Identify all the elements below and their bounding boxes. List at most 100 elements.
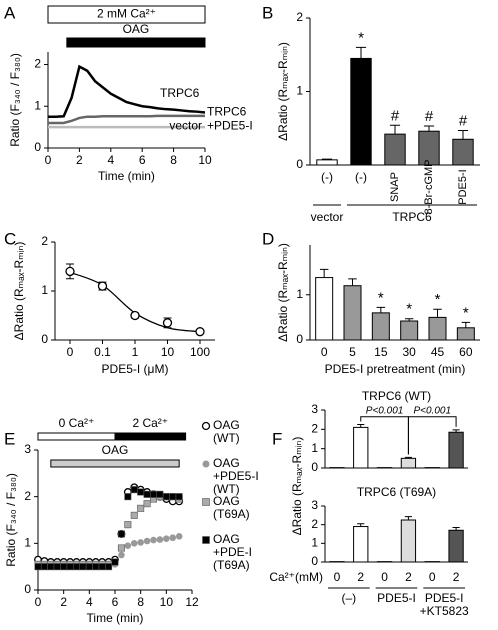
treatment-label: 2 Ca²⁺ bbox=[132, 416, 168, 430]
marker bbox=[137, 539, 144, 546]
legend-marker bbox=[202, 460, 210, 468]
legend-label: (WT) bbox=[213, 431, 240, 445]
y-tick-label: 1 bbox=[41, 283, 48, 297]
bar bbox=[448, 529, 464, 563]
y-tick-label: 2 bbox=[34, 57, 41, 71]
legend-label: +PDE5-I bbox=[213, 469, 259, 483]
marker bbox=[137, 504, 145, 512]
legend-label: OAG bbox=[213, 456, 240, 470]
group-label: (–) bbox=[341, 591, 356, 605]
marker bbox=[92, 563, 100, 571]
y-tick-label: 0 bbox=[296, 157, 303, 171]
x-tick-label: 4 bbox=[107, 153, 114, 167]
series-label: +PDE5-I bbox=[207, 119, 253, 133]
bar bbox=[371, 312, 390, 341]
bar bbox=[400, 320, 419, 341]
x-tick-label: 0 bbox=[67, 345, 74, 359]
x-tick-label: 6 bbox=[112, 595, 119, 609]
marker bbox=[40, 563, 48, 571]
y-tick-label: 2 bbox=[296, 10, 303, 24]
error-bar bbox=[404, 456, 412, 459]
marker bbox=[34, 563, 42, 571]
x-tick-label: SNAP bbox=[389, 172, 401, 202]
x-tick-label: 6 bbox=[139, 153, 146, 167]
series-line bbox=[48, 64, 206, 118]
y-tick-label: 1 bbox=[311, 441, 318, 455]
x-tick-label: 2 bbox=[453, 570, 460, 584]
error-bar bbox=[357, 424, 365, 428]
legend-label: (T69A) bbox=[213, 558, 250, 572]
x-tick-label: 0 bbox=[334, 570, 341, 584]
marker bbox=[156, 536, 164, 543]
group-label: TRPC6 bbox=[392, 210, 432, 224]
error-bar bbox=[423, 125, 435, 132]
treatment-bar bbox=[66, 37, 206, 48]
y-axis-label: ΔRatio (Rₘₐₓ-Rₘᵢₙ) bbox=[12, 242, 26, 341]
bar bbox=[315, 277, 334, 341]
legend-marker bbox=[201, 421, 211, 431]
error-bar bbox=[457, 129, 469, 140]
panel-letter: E bbox=[4, 429, 15, 448]
error-bar bbox=[355, 46, 367, 59]
x-tick-label: 45 bbox=[431, 345, 445, 359]
y-tick-label: 0 bbox=[34, 140, 41, 154]
legend-label: OAG bbox=[213, 532, 240, 546]
bar bbox=[353, 426, 369, 469]
series-line bbox=[48, 114, 205, 125]
group-label: PDE5-I bbox=[425, 591, 464, 605]
x-tick-label: 100 bbox=[190, 345, 210, 359]
y-tick-label: 3 bbox=[311, 402, 318, 416]
marker bbox=[60, 563, 68, 571]
marker bbox=[98, 563, 106, 571]
x-tick-label: 1 bbox=[132, 345, 139, 359]
marker bbox=[130, 540, 138, 547]
legend-marker bbox=[202, 498, 210, 506]
marker bbox=[117, 544, 125, 552]
group-label: vector bbox=[311, 210, 344, 224]
error-bar bbox=[452, 526, 460, 531]
legend-label: (T69A) bbox=[213, 507, 250, 521]
x-tick-label: 60 bbox=[459, 345, 473, 359]
bar bbox=[316, 159, 338, 166]
comparison-bracket bbox=[407, 416, 457, 455]
error-bar bbox=[357, 523, 365, 527]
marker bbox=[143, 490, 151, 498]
significance-mark: # bbox=[391, 107, 400, 124]
bar bbox=[350, 57, 372, 166]
x-tick-label: 10 bbox=[161, 345, 175, 359]
marker bbox=[150, 490, 158, 498]
marker bbox=[53, 563, 61, 571]
fit-curve bbox=[69, 271, 201, 333]
x-tick-label: (-) bbox=[321, 170, 333, 184]
bar bbox=[448, 431, 464, 469]
x-tick-label: 2 bbox=[357, 570, 364, 584]
y-tick-label: 1 bbox=[24, 536, 31, 550]
x-axis-label: Time (min) bbox=[87, 611, 144, 625]
data-point bbox=[65, 266, 75, 277]
marker bbox=[162, 493, 170, 501]
x-tick-label: 0 bbox=[35, 595, 42, 609]
marker bbox=[130, 511, 138, 519]
x-tick-label: 8-Br-cGMP bbox=[423, 160, 435, 215]
x-tick-label: 4 bbox=[86, 595, 93, 609]
y-tick-label: 1 bbox=[296, 84, 303, 98]
marker bbox=[130, 486, 138, 494]
treatment-bar bbox=[37, 432, 116, 441]
series-label: TRPC6 bbox=[160, 86, 200, 100]
marker bbox=[143, 537, 151, 545]
x-axis-label: PDE5-I pretreatment (min) bbox=[325, 362, 466, 376]
bar bbox=[353, 526, 369, 563]
significance-mark: * bbox=[358, 29, 364, 46]
treatment-label: 2 mM Ca²⁺ bbox=[97, 7, 156, 21]
group-label: PDE5-I bbox=[377, 591, 416, 605]
x-tick-label: 2 bbox=[60, 595, 67, 609]
x-tick-label: 8 bbox=[170, 153, 177, 167]
x-tick-label: PDE5-I bbox=[457, 169, 469, 204]
x-axis-label: PDE5-I (μM) bbox=[102, 362, 169, 376]
marker bbox=[137, 488, 145, 496]
x-tick-label: 2 bbox=[76, 153, 83, 167]
marker bbox=[169, 534, 177, 542]
error-bar bbox=[433, 308, 442, 318]
panel-letter: F bbox=[272, 429, 282, 448]
treatment-bar bbox=[47, 5, 206, 24]
